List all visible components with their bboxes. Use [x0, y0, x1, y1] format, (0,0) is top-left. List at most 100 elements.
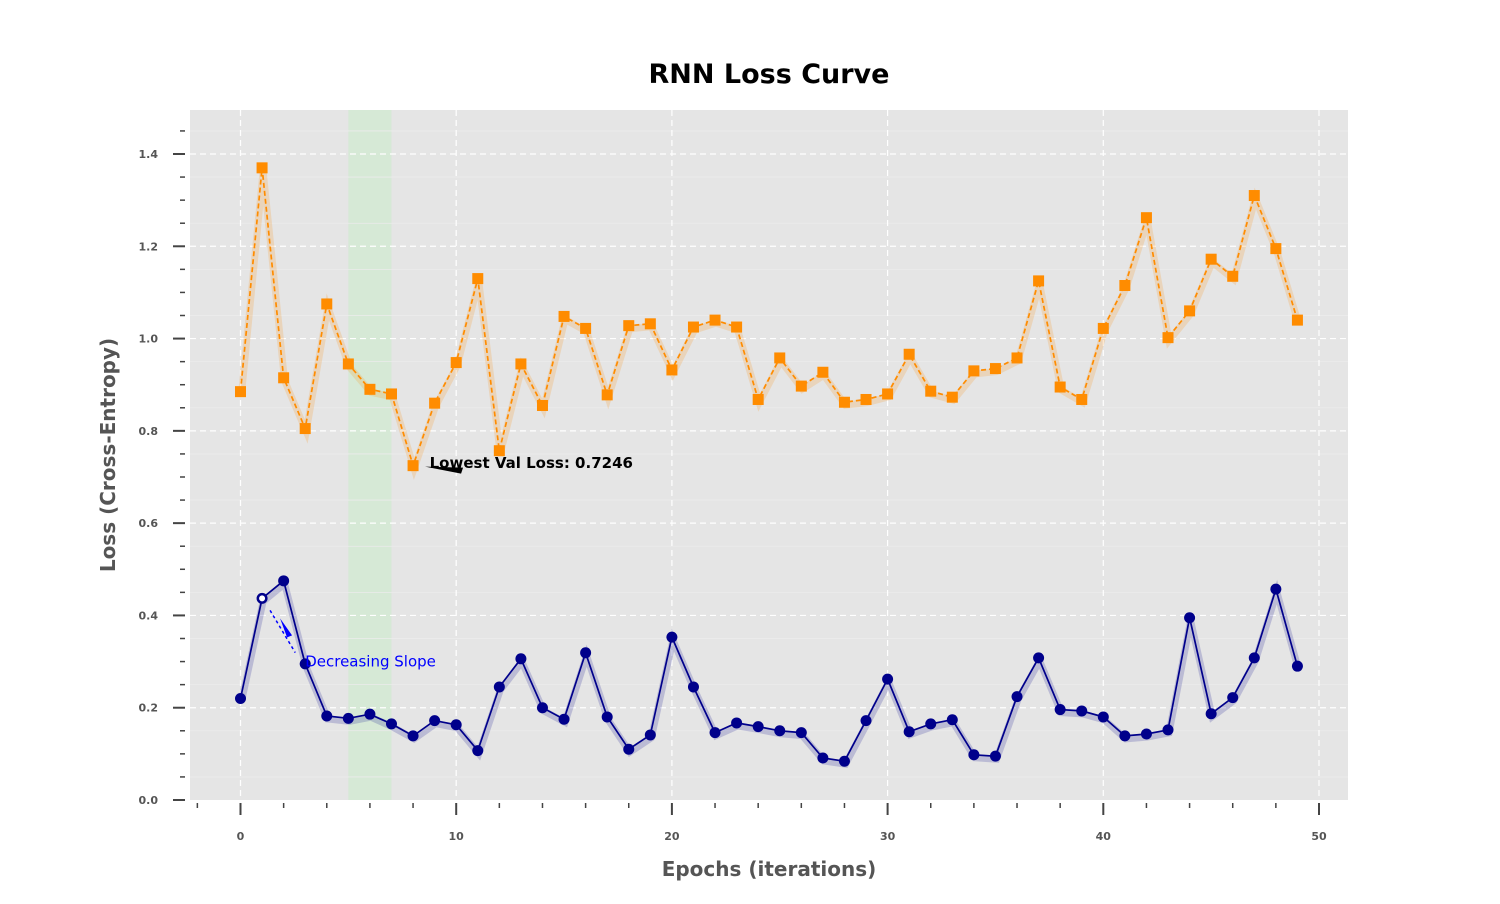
data-point-val	[1033, 275, 1045, 287]
data-point-train	[1184, 612, 1196, 624]
axes: 0.0 0.2 0.4 0.6 0.8 1.0 1.2 1.4 0 10 20 30 40 50	[139, 130, 1327, 843]
grid	[190, 110, 1348, 800]
data-point-val	[752, 393, 764, 405]
data-point-val	[601, 389, 613, 401]
data-point-train	[774, 725, 786, 737]
data-point-val	[256, 162, 268, 174]
data-point-val	[536, 399, 548, 411]
data-point-val	[450, 357, 462, 369]
data-point-val	[515, 358, 527, 370]
data-point-val	[731, 321, 743, 333]
x-tick-label: 50	[1311, 830, 1327, 843]
data-point-val	[795, 380, 807, 392]
data-point-train	[493, 681, 505, 693]
data-point-train	[989, 750, 1001, 762]
annotation-lowest-val-loss: Lowest Val Loss: 0.7246	[430, 454, 633, 472]
data-point-train	[623, 743, 635, 755]
data-point-val	[817, 366, 829, 378]
data-point-val	[299, 423, 311, 435]
annotation-decreasing-slope: Decreasing Slope	[305, 653, 436, 671]
series-layer	[235, 162, 1303, 769]
data-point-val	[558, 310, 570, 322]
data-point-val	[342, 358, 354, 370]
data-point-train	[1270, 583, 1282, 595]
data-point-train	[687, 681, 699, 693]
data-point-train	[817, 752, 829, 764]
y-axis-title: Loss (Cross-Entropy)	[96, 338, 120, 572]
data-point-val	[1270, 243, 1282, 255]
data-point-train	[407, 730, 419, 742]
data-point-train	[946, 714, 958, 726]
x-axis-title: Epochs (iterations)	[662, 857, 877, 881]
data-point-val	[860, 393, 872, 405]
data-point-val	[580, 322, 592, 334]
x-tick-label: 30	[880, 830, 896, 843]
data-point-train	[1205, 708, 1217, 720]
y-tick-label: 0.0	[139, 794, 159, 807]
data-point-train	[1097, 711, 1109, 723]
data-point-train	[968, 749, 980, 761]
chart-title: RNN Loss Curve	[649, 59, 890, 90]
data-point-train	[385, 718, 397, 730]
data-point-val	[774, 352, 786, 364]
x-tick-label: 20	[664, 830, 680, 843]
data-point-val	[1248, 190, 1260, 202]
data-point-val	[1011, 352, 1023, 364]
data-point-train	[450, 719, 462, 731]
annotation-marker-ring	[257, 593, 268, 604]
y-tick-label: 1.2	[139, 240, 159, 253]
data-point-val	[687, 321, 699, 333]
data-point-train	[515, 653, 527, 665]
data-point-val	[1140, 212, 1152, 224]
series-line-shadow-val	[238, 170, 1302, 480]
data-point-train	[1291, 660, 1303, 672]
data-point-val	[1227, 270, 1239, 282]
data-point-val	[1162, 332, 1174, 344]
data-point-val	[493, 445, 505, 457]
data-point-val	[838, 396, 850, 408]
data-point-train	[278, 575, 290, 587]
data-point-train	[342, 712, 354, 724]
data-point-val	[1291, 314, 1303, 326]
data-point-val	[1076, 393, 1088, 405]
data-point-train	[558, 713, 570, 725]
data-point-train	[601, 711, 613, 723]
data-point-train	[364, 708, 376, 720]
annotation-arrow-lowest-val-loss	[425, 466, 464, 474]
data-point-val	[278, 372, 290, 384]
data-point-train	[1033, 652, 1045, 664]
data-point-val	[989, 363, 1001, 375]
data-point-val	[666, 364, 678, 376]
data-point-val	[429, 397, 441, 409]
data-point-train	[752, 721, 764, 733]
y-tick-label: 0.4	[139, 609, 159, 622]
data-point-train	[1248, 652, 1260, 664]
data-point-val	[925, 385, 937, 397]
x-tick-label: 40	[1096, 830, 1112, 843]
data-point-train	[882, 673, 894, 685]
data-point-val	[1119, 280, 1131, 292]
data-point-train	[731, 717, 743, 729]
y-tick-label: 1.0	[139, 333, 159, 346]
data-point-train	[1140, 728, 1152, 740]
data-point-train	[1227, 692, 1239, 704]
data-point-train	[644, 729, 656, 741]
data-point-val	[1184, 305, 1196, 317]
data-point-train	[235, 692, 246, 704]
data-point-train	[472, 745, 484, 757]
data-point-val	[321, 298, 333, 310]
data-point-val	[1097, 322, 1109, 334]
data-point-val	[623, 320, 635, 332]
data-point-val	[644, 318, 656, 330]
data-point-train	[429, 715, 441, 727]
data-point-val	[1205, 253, 1217, 265]
data-point-train	[903, 726, 915, 738]
series-line-val	[239, 167, 1299, 469]
y-tick-label: 1.4	[139, 148, 159, 161]
annotation-arrowhead-decreasing-slope	[280, 618, 293, 638]
data-point-train	[1076, 705, 1088, 717]
data-point-train	[860, 715, 872, 727]
data-point-val	[364, 383, 376, 395]
